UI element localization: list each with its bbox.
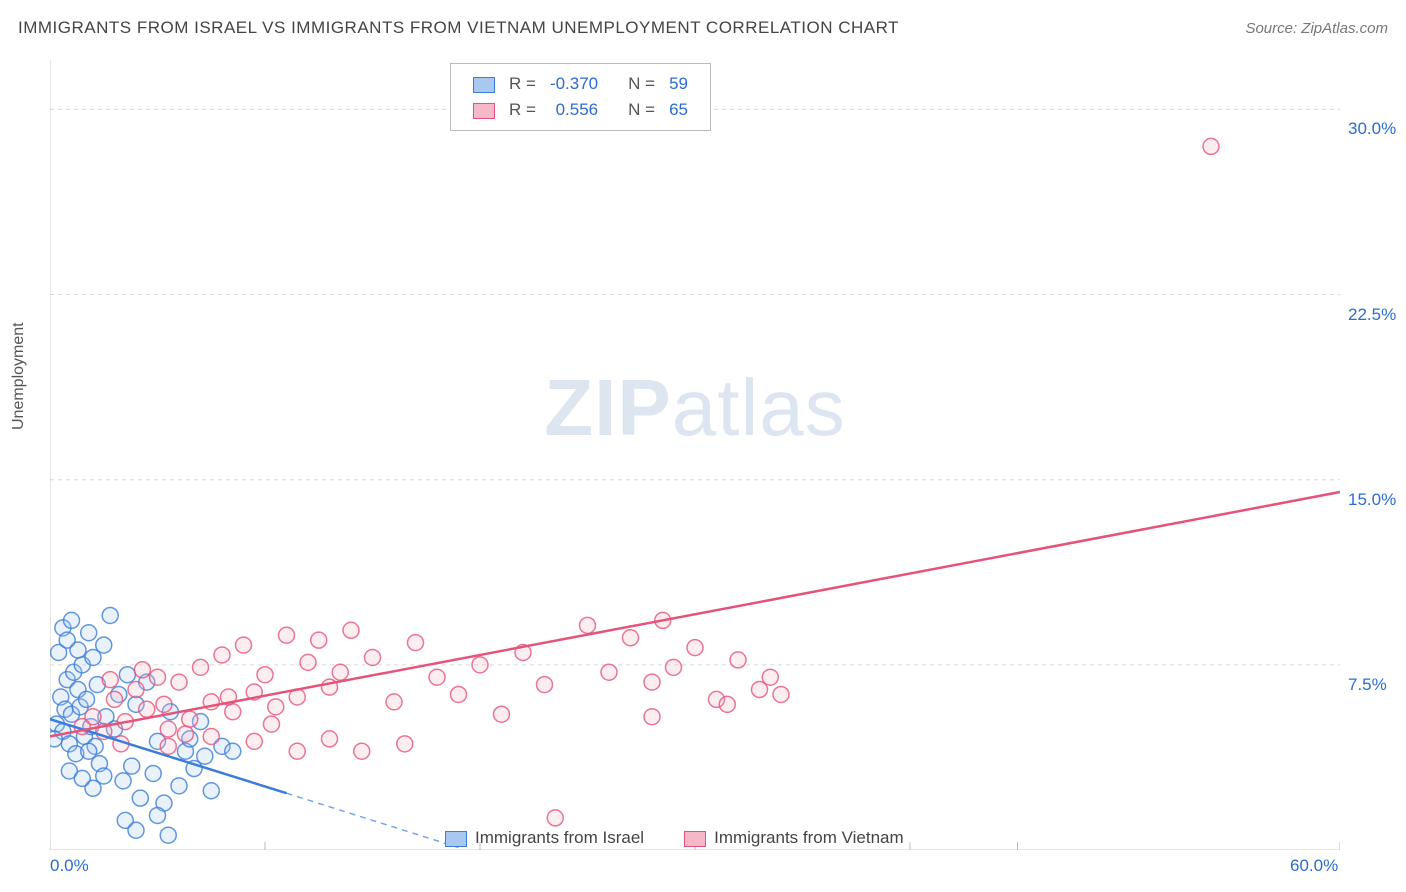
x-tick-label: 0.0% bbox=[50, 856, 89, 876]
stats-legend-row: R =-0.370 N =59 bbox=[467, 72, 694, 96]
stats-legend-table: R =-0.370 N =59 R =0.556 N =65 bbox=[465, 70, 696, 124]
legend-n-label: N = bbox=[622, 98, 661, 122]
legend-swatch bbox=[473, 103, 495, 119]
series-legend-item: Immigrants from Israel bbox=[445, 828, 644, 848]
stats-legend: R =-0.370 N =59 R =0.556 N =65 bbox=[450, 63, 711, 131]
legend-swatch bbox=[473, 77, 495, 93]
x-tick-label: 60.0% bbox=[1290, 856, 1338, 876]
y-axis-label: Unemployment bbox=[10, 322, 28, 430]
chart-svg bbox=[50, 60, 1340, 850]
legend-n-label: N = bbox=[622, 72, 661, 96]
y-tick-label: 7.5% bbox=[1348, 675, 1387, 695]
legend-r-value: -0.370 bbox=[544, 72, 604, 96]
y-tick-label: 30.0% bbox=[1348, 119, 1396, 139]
legend-swatch bbox=[684, 831, 706, 847]
legend-r-value: 0.556 bbox=[544, 98, 604, 122]
chart-plot-area: ZIPatlas R =-0.370N =59R =0.556N =65 Imm… bbox=[50, 60, 1340, 850]
series-legend-label: Immigrants from Vietnam bbox=[714, 828, 904, 847]
series-legend: Immigrants from Israel Immigrants from Vi… bbox=[445, 828, 904, 848]
legend-r-label: R = bbox=[503, 72, 542, 96]
legend-n-value: 59 bbox=[663, 72, 694, 96]
stats-legend-row: R =0.556 N =65 bbox=[467, 98, 694, 122]
chart-source: Source: ZipAtlas.com bbox=[1245, 20, 1388, 37]
legend-r-label: R = bbox=[503, 98, 542, 122]
series-legend-label: Immigrants from Israel bbox=[475, 828, 644, 847]
series-legend-item: Immigrants from Vietnam bbox=[684, 828, 904, 848]
chart-header: IMMIGRANTS FROM ISRAEL VS IMMIGRANTS FRO… bbox=[18, 18, 1388, 38]
legend-swatch bbox=[445, 831, 467, 847]
chart-title: IMMIGRANTS FROM ISRAEL VS IMMIGRANTS FRO… bbox=[18, 18, 899, 38]
y-tick-label: 15.0% bbox=[1348, 490, 1396, 510]
y-tick-label: 22.5% bbox=[1348, 305, 1396, 325]
legend-n-value: 65 bbox=[663, 98, 694, 122]
